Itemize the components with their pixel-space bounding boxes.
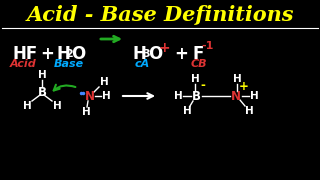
Text: Acid - Base Definitions: Acid - Base Definitions	[26, 5, 294, 25]
Text: N: N	[85, 89, 95, 102]
Text: H: H	[244, 106, 253, 116]
Text: Base: Base	[54, 59, 84, 69]
Text: H: H	[183, 106, 191, 116]
Text: -: -	[201, 80, 205, 93]
Text: H: H	[233, 74, 241, 84]
Text: H: H	[52, 101, 61, 111]
Text: H: H	[38, 70, 46, 80]
Text: B: B	[191, 89, 201, 102]
Text: 2: 2	[65, 49, 73, 59]
Text: CB: CB	[191, 59, 208, 69]
Text: +: +	[158, 41, 170, 55]
Text: H: H	[102, 91, 110, 101]
Text: cA: cA	[135, 59, 150, 69]
Text: +: +	[40, 45, 54, 63]
Text: -1: -1	[201, 41, 213, 51]
Text: HF: HF	[12, 45, 37, 63]
Text: H: H	[250, 91, 258, 101]
Text: +: +	[239, 80, 249, 93]
Text: B: B	[37, 86, 46, 98]
Text: 3: 3	[142, 49, 150, 59]
Text: H: H	[23, 101, 31, 111]
Text: O: O	[148, 45, 162, 63]
Text: Acid: Acid	[10, 59, 37, 69]
Text: H: H	[100, 77, 108, 87]
Text: F: F	[192, 45, 204, 63]
Text: H: H	[56, 45, 70, 63]
Text: H: H	[82, 107, 90, 117]
Text: H: H	[174, 91, 182, 101]
Text: H: H	[133, 45, 147, 63]
Text: H: H	[191, 74, 199, 84]
Text: O: O	[71, 45, 85, 63]
Text: +: +	[174, 45, 188, 63]
Text: N: N	[231, 89, 241, 102]
